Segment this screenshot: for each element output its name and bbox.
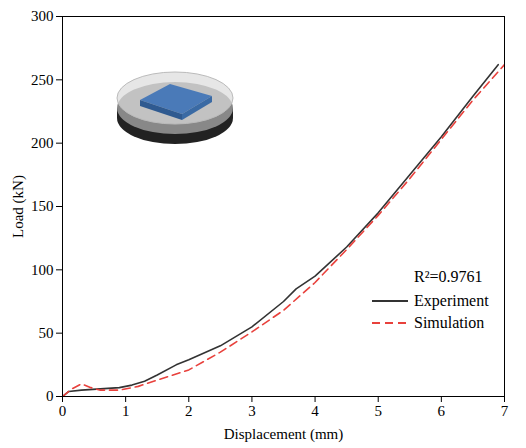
svg-text:1: 1 [122, 403, 129, 419]
svg-text:5: 5 [374, 403, 382, 419]
svg-text:2: 2 [185, 403, 193, 419]
svg-text:100: 100 [31, 262, 54, 278]
svg-text:50: 50 [39, 325, 54, 341]
svg-text:6: 6 [438, 403, 446, 419]
svg-text:R²=0.9761: R²=0.9761 [414, 268, 483, 285]
svg-text:Displacement (mm): Displacement (mm) [224, 426, 344, 443]
svg-text:0: 0 [46, 388, 54, 404]
svg-text:0: 0 [59, 403, 67, 419]
svg-text:250: 250 [31, 72, 54, 88]
svg-text:300: 300 [31, 8, 54, 24]
svg-text:Simulation: Simulation [414, 314, 484, 331]
svg-text:3: 3 [248, 403, 256, 419]
svg-text:Load (kN): Load (kN) [10, 175, 27, 238]
svg-text:Experiment: Experiment [414, 292, 489, 310]
svg-text:4: 4 [311, 403, 319, 419]
svg-text:7: 7 [501, 403, 509, 419]
svg-text:200: 200 [31, 135, 54, 151]
svg-text:150: 150 [31, 198, 54, 214]
